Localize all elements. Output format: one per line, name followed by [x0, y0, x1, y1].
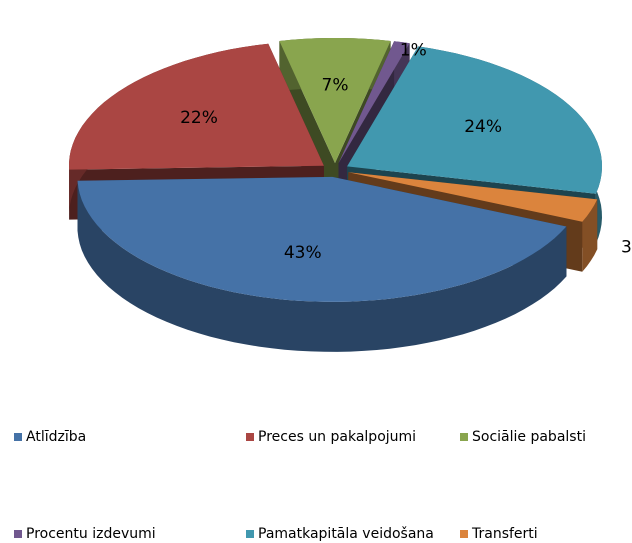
slice [77, 176, 567, 302]
legend-label: Atlīdzība [26, 429, 86, 445]
data-label: 43% [284, 243, 322, 263]
legend-label: Sociālie pabalsti [472, 429, 586, 445]
legend-swatch [14, 530, 22, 538]
legend-swatch [460, 433, 468, 441]
slice [69, 43, 324, 170]
legend-label: Procentu izdevumi [26, 526, 156, 542]
data-label: 1% [400, 40, 427, 60]
slice [279, 38, 391, 163]
legend-swatch [246, 530, 254, 538]
data-label: 3% [621, 238, 632, 258]
slice [348, 172, 598, 222]
slice [338, 41, 410, 164]
legend-swatch [460, 530, 468, 538]
data-label: 7% [322, 76, 349, 96]
legend-swatch [246, 433, 254, 441]
legend-label: Pamatkapitāla veidošana [258, 526, 434, 542]
slice-side [77, 180, 567, 352]
legend-swatch [14, 433, 22, 441]
data-label: 22% [180, 108, 218, 128]
legend-label: Preces un pakalpojumi [258, 429, 416, 445]
data-label: 24% [464, 117, 502, 137]
slice-side [582, 199, 598, 272]
legend-label: Transferti [471, 526, 538, 542]
slice [347, 46, 602, 194]
